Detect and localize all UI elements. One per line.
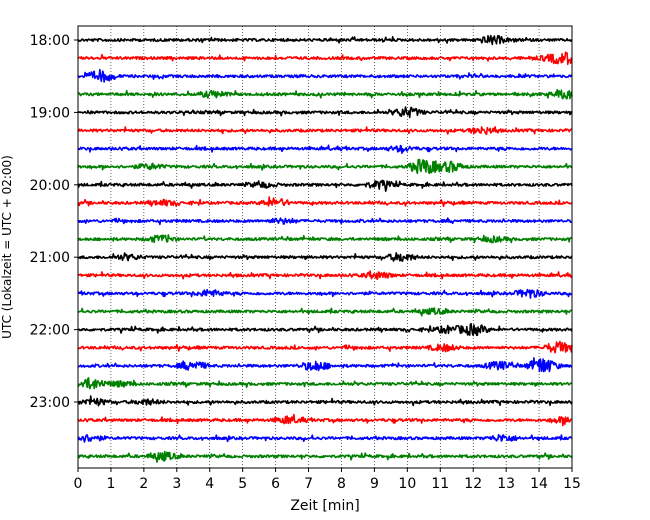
trace-line	[77, 288, 573, 299]
y-tick-label: 18:00	[30, 33, 70, 49]
y-tick-label: 20:00	[30, 178, 70, 194]
trace-line	[77, 158, 573, 175]
trace-line	[77, 126, 573, 135]
x-tick-label: 4	[205, 476, 214, 492]
trace-line	[77, 307, 573, 317]
x-tick-label: 13	[497, 476, 515, 492]
x-tick-label: 1	[106, 476, 115, 492]
plot-frame	[77, 25, 573, 469]
trace-line	[77, 68, 573, 83]
trace-line	[77, 413, 573, 427]
x-tick-label: 7	[304, 476, 313, 492]
x-tick-label: 12	[464, 476, 482, 492]
trace-line	[77, 357, 573, 373]
trace-line	[77, 144, 573, 154]
trace-line	[77, 234, 573, 244]
x-tick-label: 0	[74, 476, 83, 492]
trace-line	[77, 252, 573, 262]
trace-line	[77, 340, 573, 354]
x-tick-label: 5	[238, 476, 247, 492]
trace-line	[77, 434, 573, 443]
x-tick-label: 9	[370, 476, 379, 492]
x-axis-ticks: 0 1 2 3 4 5 6 7 8 9 10 11 12 13 14 15	[74, 468, 581, 492]
x-axis-label: Zeit [min]	[290, 498, 359, 514]
trace-line	[77, 450, 573, 463]
y-axis-ticks: 18:00 19:00 20:00 21:00 22:00 23:00	[30, 33, 78, 411]
y-tick-label: 19:00	[30, 105, 70, 121]
traces	[77, 34, 573, 463]
trace-line	[77, 179, 573, 192]
trace-line	[77, 270, 573, 281]
y-axis-label: UTC (Lokalzeit = UTC + 02:00)	[0, 155, 14, 339]
x-tick-label: 2	[139, 476, 148, 492]
trace-line	[77, 323, 573, 337]
trace-line	[77, 217, 573, 226]
y-tick-label: 23:00	[30, 395, 70, 411]
y-tick-label: 21:00	[30, 250, 70, 266]
y-tick-label: 22:00	[30, 323, 70, 339]
trace-line	[77, 51, 573, 66]
trace-line	[77, 34, 573, 46]
trace-line	[77, 377, 573, 390]
trace-line	[77, 106, 573, 119]
x-tick-label: 8	[337, 476, 346, 492]
x-tick-label: 11	[431, 476, 449, 492]
x-tick-label: 10	[398, 476, 416, 492]
x-tick-label: 3	[172, 476, 181, 492]
x-tick-label: 15	[563, 476, 581, 492]
trace-line	[77, 88, 573, 100]
x-tick-label: 6	[271, 476, 280, 492]
trace-line	[77, 196, 573, 207]
trace-line	[77, 395, 573, 407]
x-tick-label: 14	[530, 476, 548, 492]
